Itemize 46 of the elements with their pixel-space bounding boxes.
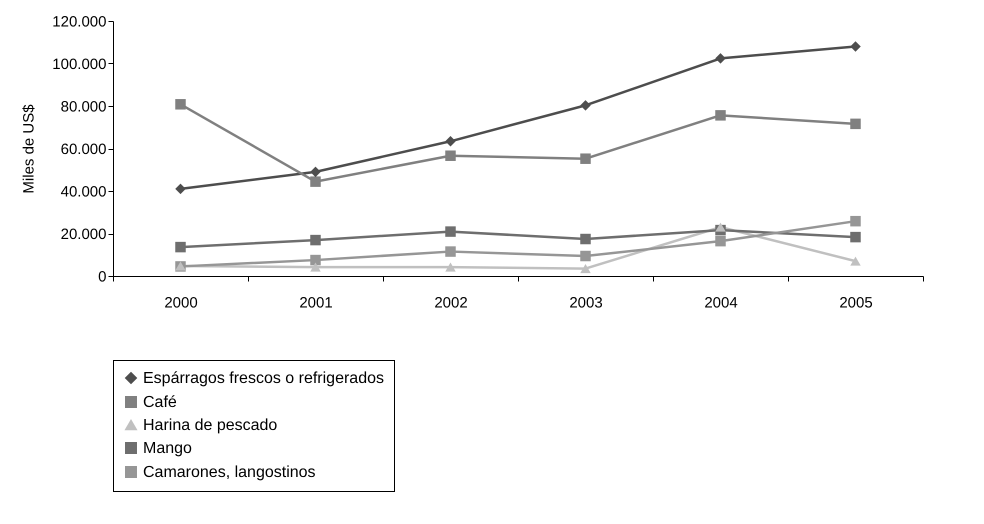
point: [310, 176, 321, 187]
point: [715, 222, 726, 232]
point: [715, 110, 726, 121]
point: [580, 153, 591, 164]
legend-label: Café: [143, 394, 177, 411]
x-tick-label: 2002: [434, 294, 468, 312]
x-tick-label: 2000: [164, 294, 198, 312]
point: [445, 246, 456, 257]
point: [580, 250, 591, 262]
legend-label: Harina de pescado: [143, 417, 278, 434]
point: [850, 118, 861, 130]
point: [580, 234, 591, 244]
point: [850, 216, 861, 226]
y-tick-label: 40.000: [60, 184, 106, 200]
point: [310, 166, 321, 178]
legend-label: Camarones, langostinos: [143, 464, 316, 481]
point: [850, 232, 861, 242]
point: [175, 99, 186, 110]
point: [445, 262, 456, 272]
y-tick-label: 20.000: [60, 226, 106, 243]
point: [445, 226, 456, 237]
legend-label: Mango: [143, 440, 192, 457]
point: [580, 264, 591, 274]
y-tick-label: 60.000: [60, 141, 106, 158]
point: [310, 254, 321, 266]
point: [310, 262, 321, 272]
x-tick-label: 2001: [299, 294, 333, 312]
x-tick-label: 2003: [569, 294, 603, 312]
y-tick-label: 80.000: [60, 98, 106, 116]
point: [715, 236, 726, 246]
point: [715, 53, 726, 64]
point: [175, 242, 186, 252]
x-tick-label: 2004: [704, 294, 738, 312]
y-tick-label: 100.000: [52, 56, 106, 73]
point: [310, 234, 321, 246]
point: [850, 256, 861, 266]
legend-label: Espárragos frescos o refrigerados: [143, 370, 384, 387]
point: [175, 184, 186, 194]
x-tick-label: 2005: [839, 294, 873, 312]
point: [580, 100, 591, 111]
y-tick-label: 120.000: [52, 14, 106, 30]
point: [850, 41, 861, 52]
point: [445, 150, 456, 161]
y-tick-label: 0: [98, 268, 106, 286]
point: [445, 136, 456, 147]
y-axis-title: Miles de US$: [20, 104, 38, 194]
